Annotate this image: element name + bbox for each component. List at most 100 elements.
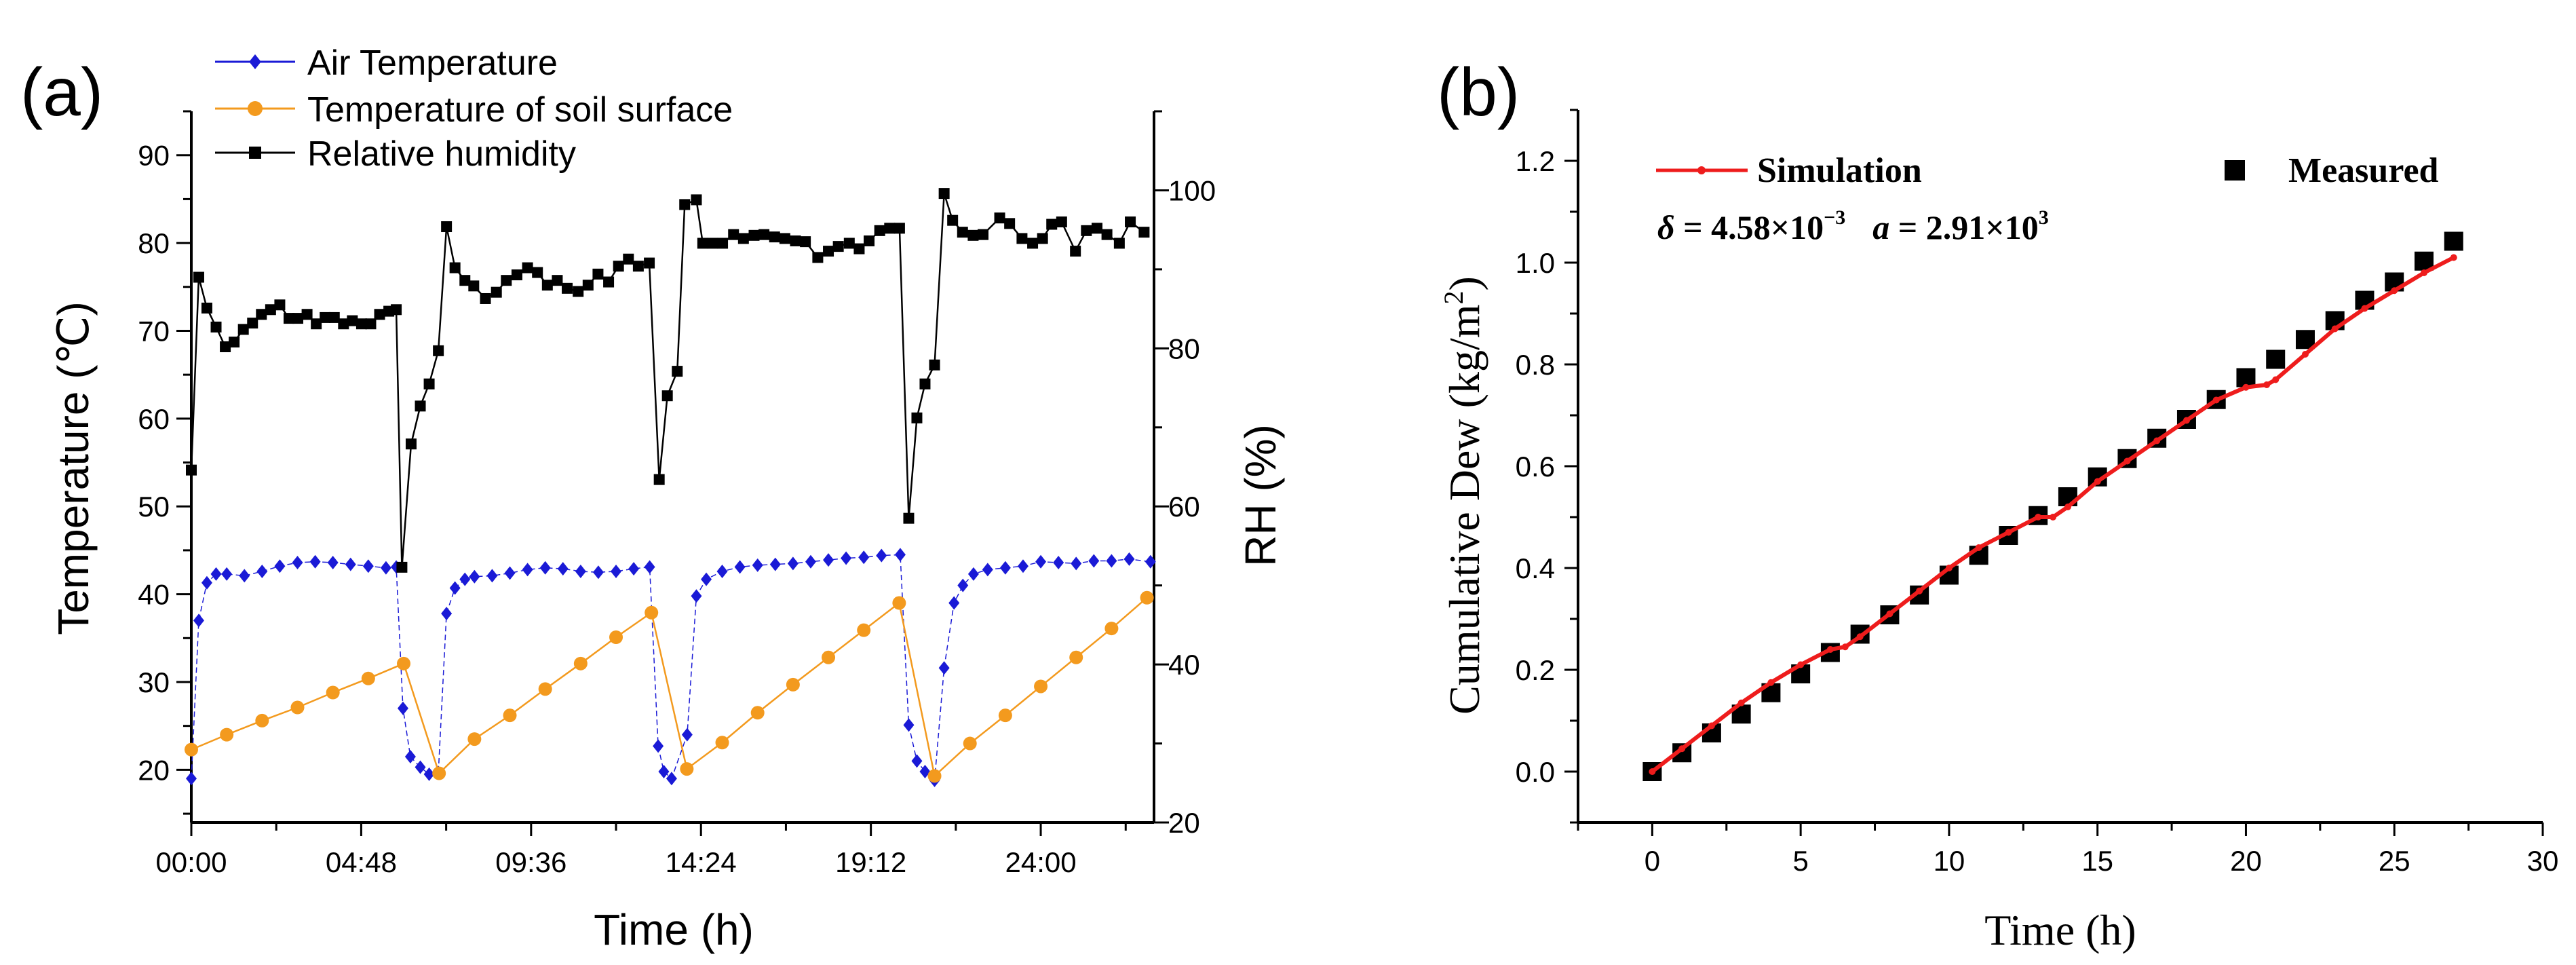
data-point: [467, 732, 482, 746]
data-point: [613, 261, 624, 272]
data-point: [748, 229, 760, 241]
data-point: [786, 677, 800, 692]
data-point: [2295, 330, 2315, 349]
data-point: [522, 262, 533, 273]
data-point: [752, 558, 763, 572]
data-point: [947, 214, 959, 226]
data-point: [541, 280, 553, 291]
data-point: [787, 556, 799, 571]
data-point: [734, 560, 746, 574]
data-point: [469, 569, 480, 584]
x-tick-label: 5: [1792, 845, 1808, 877]
data-point: [728, 229, 739, 240]
data-point: [2153, 437, 2161, 444]
data-point: [1975, 544, 1982, 551]
data-point: [967, 567, 979, 581]
data-point: [800, 236, 811, 248]
legend-marker: [248, 101, 263, 116]
data-point: [919, 764, 931, 778]
data-point: [1081, 225, 1092, 236]
data-point: [857, 623, 871, 637]
data-point: [2064, 504, 2071, 510]
data-point: [229, 337, 240, 348]
data-point: [423, 378, 435, 390]
data-point: [644, 257, 655, 269]
y-tick-label: 80: [138, 227, 170, 259]
data-point: [911, 412, 923, 423]
data-point: [290, 700, 305, 715]
data-point: [355, 318, 367, 330]
data-point: [433, 345, 444, 356]
legend-label: Relative humidity: [307, 134, 576, 174]
data-point: [582, 280, 594, 291]
data-point: [2420, 269, 2427, 276]
legend: Air Temperature Temperature of soil surfa…: [215, 43, 733, 174]
data-point: [790, 235, 801, 246]
data-point: [892, 596, 906, 610]
data-point: [274, 559, 286, 573]
data-point: [894, 548, 906, 562]
data-point: [404, 749, 416, 763]
data-point: [185, 742, 198, 757]
data-point: [874, 225, 885, 236]
data-point: [1017, 559, 1029, 573]
data-point: [1841, 643, 1849, 651]
data-point: [201, 302, 212, 314]
y-axis-title-tail: ): [1440, 276, 1488, 290]
data-point: [396, 561, 408, 573]
data-point: [397, 656, 411, 670]
data-point: [716, 564, 728, 578]
y-tick-label: 0.6: [1516, 451, 1555, 482]
data-point: [309, 554, 321, 569]
data-point: [1027, 238, 1039, 249]
panel-b-cumulative-dew-chart: (b) 0 5 10 15 20 25 30 0.0 0.2 0.4 0.6 0.8 1.0 1.2 Time…: [1437, 54, 2558, 954]
series-line: [191, 554, 1151, 782]
y-tick-label: 60: [138, 403, 170, 435]
data-point: [1145, 554, 1156, 569]
data-point: [575, 564, 586, 578]
data-point: [1004, 218, 1016, 229]
data-point: [691, 589, 702, 603]
data-point: [2094, 478, 2101, 485]
delta-exponent: −3: [1824, 206, 1845, 229]
data-point: [737, 233, 749, 244]
data-point: [769, 557, 781, 571]
data-point: [237, 324, 249, 335]
y-tick-label: 50: [138, 491, 170, 523]
data-point: [2266, 349, 2286, 369]
series-simulation: [1649, 254, 2457, 775]
data-point: [274, 299, 286, 311]
data-point: [2331, 325, 2339, 333]
data-point: [2212, 396, 2220, 404]
y-tick-label: 0.8: [1516, 349, 1555, 381]
data-point: [511, 269, 522, 281]
data-point: [441, 607, 453, 621]
y-tick-label: 90: [138, 140, 170, 172]
data-point: [201, 575, 212, 590]
data-point: [978, 229, 989, 240]
legend-label: Air Temperature: [307, 43, 558, 83]
data-point: [562, 282, 573, 294]
data-point: [522, 563, 533, 577]
data-point: [681, 727, 693, 742]
data-point: [292, 313, 304, 324]
data-point: [480, 292, 491, 304]
delta-symbol: δ: [1657, 208, 1675, 246]
data-point: [380, 561, 391, 575]
data-point: [2050, 514, 2057, 521]
data-point: [697, 238, 708, 249]
x-tick-label: 24:00: [1005, 846, 1077, 878]
data-point: [501, 275, 512, 286]
data-point: [193, 271, 204, 283]
data-point: [957, 227, 968, 238]
data-point: [661, 390, 673, 402]
data-point: [963, 736, 977, 751]
data-point: [220, 341, 231, 353]
data-point: [628, 562, 640, 576]
x-tick-label: 10: [1934, 845, 1965, 877]
data-point: [903, 718, 915, 732]
data-point: [1016, 233, 1028, 244]
legend-marker: [249, 147, 261, 159]
data-point: [903, 512, 915, 524]
y-tick-label: 20: [138, 754, 170, 786]
